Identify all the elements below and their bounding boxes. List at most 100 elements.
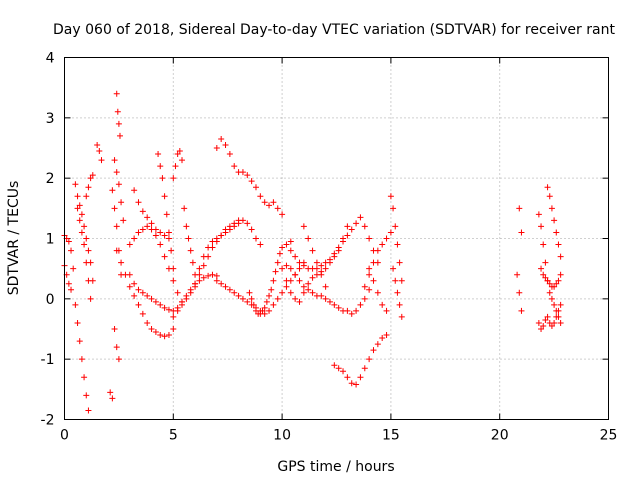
data-point bbox=[557, 319, 564, 326]
data-point bbox=[555, 277, 562, 284]
data-point bbox=[78, 229, 85, 236]
data-point bbox=[176, 148, 183, 155]
data-point bbox=[259, 307, 266, 314]
data-point bbox=[252, 235, 259, 242]
data-point bbox=[85, 184, 92, 191]
data-point bbox=[81, 223, 88, 230]
data-point bbox=[516, 289, 523, 296]
data-point bbox=[392, 223, 399, 230]
data-point bbox=[179, 157, 186, 164]
data-point bbox=[553, 313, 560, 320]
data-point bbox=[65, 238, 72, 245]
data-point bbox=[187, 247, 194, 254]
data-point bbox=[331, 250, 338, 257]
data-point bbox=[131, 280, 138, 287]
data-point bbox=[283, 283, 290, 290]
data-point bbox=[309, 274, 316, 281]
data-point bbox=[379, 301, 386, 308]
data-point bbox=[83, 392, 90, 399]
plot-frame bbox=[64, 57, 609, 420]
data-point bbox=[548, 322, 555, 329]
data-point bbox=[139, 226, 146, 233]
data-point bbox=[226, 226, 233, 233]
data-point bbox=[516, 205, 523, 212]
data-point bbox=[296, 259, 303, 266]
data-point bbox=[157, 301, 164, 308]
data-point bbox=[126, 271, 133, 278]
data-point bbox=[361, 295, 368, 302]
data-point bbox=[538, 265, 545, 272]
data-point bbox=[309, 289, 316, 296]
data-point bbox=[300, 262, 307, 269]
data-point bbox=[87, 295, 94, 302]
data-point bbox=[542, 259, 549, 266]
data-point bbox=[118, 199, 125, 206]
data-point bbox=[548, 205, 555, 212]
data-point bbox=[335, 365, 342, 372]
data-point bbox=[383, 235, 390, 242]
data-point bbox=[246, 289, 253, 296]
x-tick-label: 20 bbox=[491, 428, 509, 444]
x-tick-label: 10 bbox=[273, 428, 291, 444]
data-point bbox=[114, 108, 121, 115]
data-point bbox=[540, 322, 547, 329]
data-point bbox=[340, 238, 347, 245]
data-point bbox=[78, 211, 85, 218]
data-point bbox=[274, 205, 281, 212]
data-point bbox=[179, 301, 186, 308]
data-point bbox=[185, 235, 192, 242]
data-point bbox=[159, 175, 166, 182]
y-tick-label: 4 bbox=[46, 51, 55, 67]
y-tick-label: 1 bbox=[46, 232, 55, 248]
data-point bbox=[394, 241, 401, 248]
data-point bbox=[551, 301, 558, 308]
x-tick-label: 25 bbox=[600, 428, 618, 444]
data-point bbox=[287, 289, 294, 296]
data-point bbox=[300, 223, 307, 230]
data-point bbox=[226, 151, 233, 158]
data-point bbox=[370, 347, 377, 354]
data-point bbox=[111, 205, 118, 212]
data-point bbox=[348, 226, 355, 233]
data-point bbox=[335, 244, 342, 251]
data-point bbox=[135, 301, 142, 308]
data-point bbox=[170, 175, 177, 182]
data-point bbox=[89, 172, 96, 179]
data-point bbox=[538, 223, 545, 230]
data-point bbox=[261, 304, 268, 311]
data-point bbox=[96, 148, 103, 155]
data-point bbox=[279, 244, 286, 251]
data-point bbox=[144, 292, 151, 299]
data-point bbox=[335, 304, 342, 311]
data-point bbox=[287, 247, 294, 254]
data-point bbox=[218, 280, 225, 287]
data-point bbox=[322, 283, 329, 290]
data-point bbox=[148, 220, 155, 227]
data-point bbox=[344, 223, 351, 230]
data-point bbox=[74, 319, 81, 326]
data-point bbox=[111, 326, 118, 332]
data-point bbox=[81, 374, 88, 381]
data-point bbox=[222, 141, 229, 148]
data-point bbox=[276, 250, 283, 257]
data-point bbox=[370, 259, 377, 266]
data-point bbox=[266, 202, 273, 209]
data-point bbox=[266, 292, 273, 299]
x-tick-label: 0 bbox=[60, 428, 69, 444]
data-point bbox=[74, 205, 81, 212]
data-point bbox=[344, 307, 351, 314]
data-point bbox=[235, 292, 242, 299]
data-point bbox=[126, 283, 133, 290]
data-point bbox=[283, 277, 290, 284]
data-point bbox=[257, 310, 264, 317]
data-point bbox=[205, 244, 212, 251]
data-point bbox=[161, 253, 168, 260]
data-point bbox=[209, 238, 216, 245]
data-point bbox=[518, 307, 525, 314]
data-point bbox=[546, 289, 553, 296]
data-point bbox=[305, 286, 312, 293]
data-point bbox=[213, 277, 220, 284]
data-point bbox=[252, 307, 259, 314]
data-point bbox=[168, 247, 175, 254]
data-point bbox=[322, 295, 329, 302]
